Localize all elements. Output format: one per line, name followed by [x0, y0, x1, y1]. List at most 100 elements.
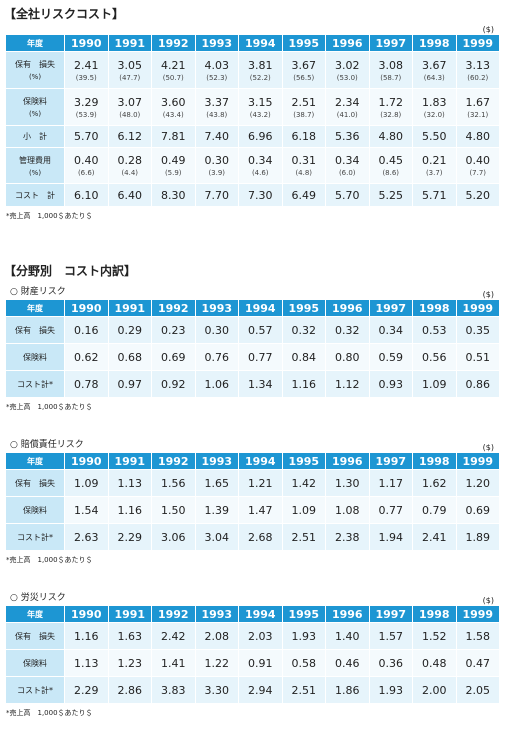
value-cell: 1.09: [281, 496, 326, 524]
header-cell: 1994: [238, 299, 283, 317]
percent: (47.7): [119, 73, 141, 82]
header-cell: 1991: [107, 299, 152, 317]
value: 0.68: [117, 350, 143, 364]
value-cell: 0.30 (3.9): [194, 147, 239, 184]
data-row: 保険料 0.62 0.68 0.69 0.76 0.77 0.84 0.80 0.59 0.56 0…: [5, 343, 500, 371]
value: 1.06: [204, 377, 230, 391]
table: 年度 1990 1991 1992 1993 1994 1995 1996 1997 1998 19…: [5, 452, 500, 551]
value-cell: 1.58: [455, 622, 500, 650]
value-cell: 4.80: [455, 125, 500, 148]
unit: ($): [482, 290, 494, 299]
value: 0.16: [74, 323, 99, 337]
value-cell: 5.36: [325, 125, 370, 148]
value-cell: 0.69: [455, 496, 500, 524]
value-cell: 5.71: [412, 183, 457, 207]
value: 3.04: [204, 530, 230, 544]
value-cell: 0.77: [238, 343, 283, 371]
value-cell: 0.79: [412, 496, 457, 524]
value-cell: 1.16: [281, 370, 326, 398]
header-cell: 1995: [281, 299, 326, 317]
value-cell: 1.63: [107, 622, 152, 650]
value: 0.80: [335, 350, 360, 364]
value-cell: 1.50: [151, 496, 196, 524]
data-row: 保険料 1.13 1.23 1.41 1.22 0.91 0.58 0.46 0.36 0.48 0…: [5, 649, 500, 677]
row-sublabel: (%): [28, 110, 42, 118]
header-cell: 年度: [5, 605, 65, 623]
header-cell: 1996: [325, 34, 370, 52]
value-cell: 3.67 (56.5): [281, 51, 326, 89]
header-cell: 1993: [194, 452, 239, 470]
percent: (58.7): [380, 73, 402, 82]
value-cell: 0.47: [455, 649, 500, 677]
value: 1.09: [422, 377, 447, 391]
value: 0.21: [422, 154, 447, 167]
value-cell: 0.32: [281, 316, 326, 344]
value: 1.63: [117, 629, 143, 643]
value: 0.34: [378, 323, 404, 337]
row-label-text: 保有 損失: [15, 60, 55, 69]
value-cell: 1.12: [325, 370, 370, 398]
value-cell: 1.09: [64, 469, 109, 497]
value: 3.29: [74, 95, 99, 109]
value: 1.57: [378, 629, 404, 643]
value-cell: 5.70: [64, 125, 109, 148]
value: 0.34: [335, 154, 360, 167]
value: 0.40: [465, 154, 491, 167]
value: 1.20: [465, 476, 491, 490]
value-cell: 3.02 (53.0): [325, 51, 370, 89]
value: 3.30: [204, 683, 230, 697]
header-row: 年度 1990 1991 1992 1993 1994 1995 1996 1997 1998 19…: [5, 605, 500, 623]
value-cell: 0.56: [412, 343, 457, 371]
value-cell: 5.50: [412, 125, 457, 148]
data-row: 保険料 1.54 1.16 1.50 1.39 1.47 1.09 1.08 0.77 0.79 0…: [5, 496, 500, 524]
value-cell: 0.32: [325, 316, 370, 344]
header-cell: 1999: [455, 299, 500, 317]
value: 0.69: [465, 503, 491, 517]
value-cell: 3.67 (64.3): [412, 51, 457, 89]
row-label: コスト計*: [5, 676, 65, 704]
value-cell: 3.30: [194, 676, 239, 704]
percent: (32.0): [423, 110, 445, 119]
header-cell: 1994: [238, 605, 283, 623]
value-cell: 1.41: [151, 649, 196, 677]
value-cell: 1.13: [107, 469, 152, 497]
value: 1.12: [335, 377, 360, 391]
value-cell: 1.42: [281, 469, 326, 497]
row-label: 保険料: [5, 496, 65, 524]
value-cell: 0.59: [368, 343, 413, 371]
value: 5.20: [465, 188, 491, 202]
header-cell: 1997: [368, 452, 413, 470]
row-sublabel: (%): [28, 73, 42, 81]
value: 6.49: [291, 188, 317, 202]
row-label: 管理費用 (%): [5, 147, 65, 184]
row-label: 保険料 (%): [5, 88, 65, 126]
value: 2.03: [248, 629, 273, 643]
value-cell: 3.83: [151, 676, 196, 704]
value: 2.63: [74, 530, 99, 544]
value: 0.93: [378, 377, 404, 391]
value-cell: 1.08: [325, 496, 370, 524]
value-cell: 3.60 (43.4): [151, 88, 196, 126]
percent: (64.3): [423, 73, 445, 82]
percent: (3.7): [425, 169, 443, 177]
header-cell: 1991: [107, 605, 152, 623]
header-cell: 1995: [281, 34, 326, 52]
data-row: コスト計* 2.29 2.86 3.83 3.30 2.94 2.51 1.86 1.93 2.0…: [5, 676, 500, 704]
table: 年度 1990 1991 1992 1993 1994 1995 1996 1997 1998 19…: [5, 34, 500, 207]
value: 0.57: [248, 323, 273, 337]
group-title: ○ 財産リスク: [10, 287, 66, 297]
value: 2.42: [161, 629, 186, 643]
value-cell: 1.06: [194, 370, 239, 398]
value-cell: 2.63: [64, 523, 109, 551]
value: 0.30: [204, 323, 230, 337]
value: 0.79: [422, 503, 447, 517]
row-label: 保有 損失: [5, 622, 65, 650]
value: 1.93: [378, 683, 404, 697]
value-cell: 2.41 (39.5): [64, 51, 109, 89]
value: 2.34: [335, 95, 360, 109]
value-cell: 5.25: [368, 183, 413, 207]
value: 1.08: [335, 503, 360, 517]
value: 1.67: [465, 95, 491, 109]
value: 1.13: [117, 476, 143, 490]
value-cell: 2.29: [64, 676, 109, 704]
